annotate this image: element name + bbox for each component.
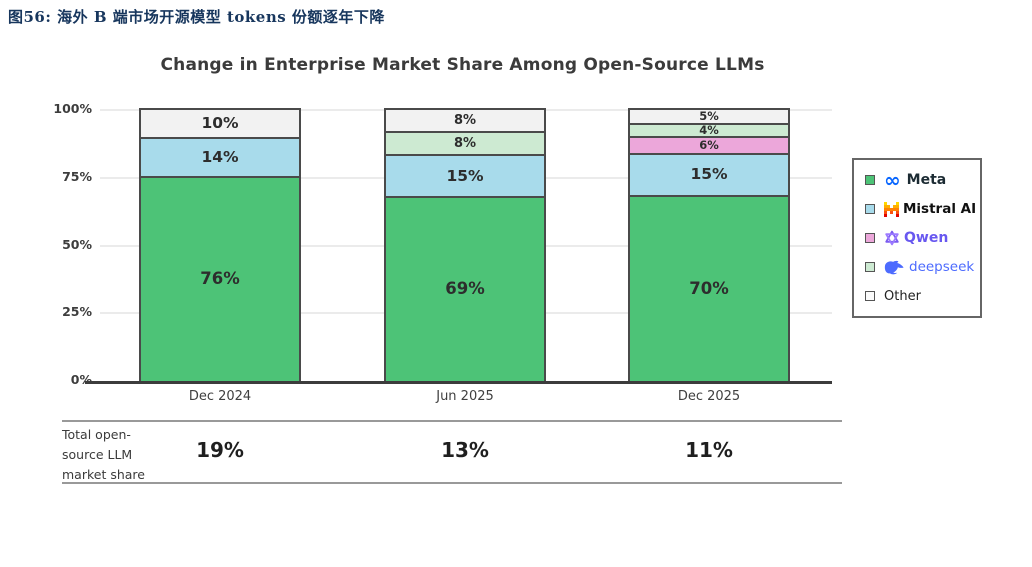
figure-caption: 图56: 海外 B 端市场开源模型 tokens 份额逐年下降 bbox=[8, 8, 385, 26]
chart-title: Change in Enterprise Market Share Among … bbox=[160, 55, 765, 75]
chart-card bbox=[45, 38, 985, 512]
